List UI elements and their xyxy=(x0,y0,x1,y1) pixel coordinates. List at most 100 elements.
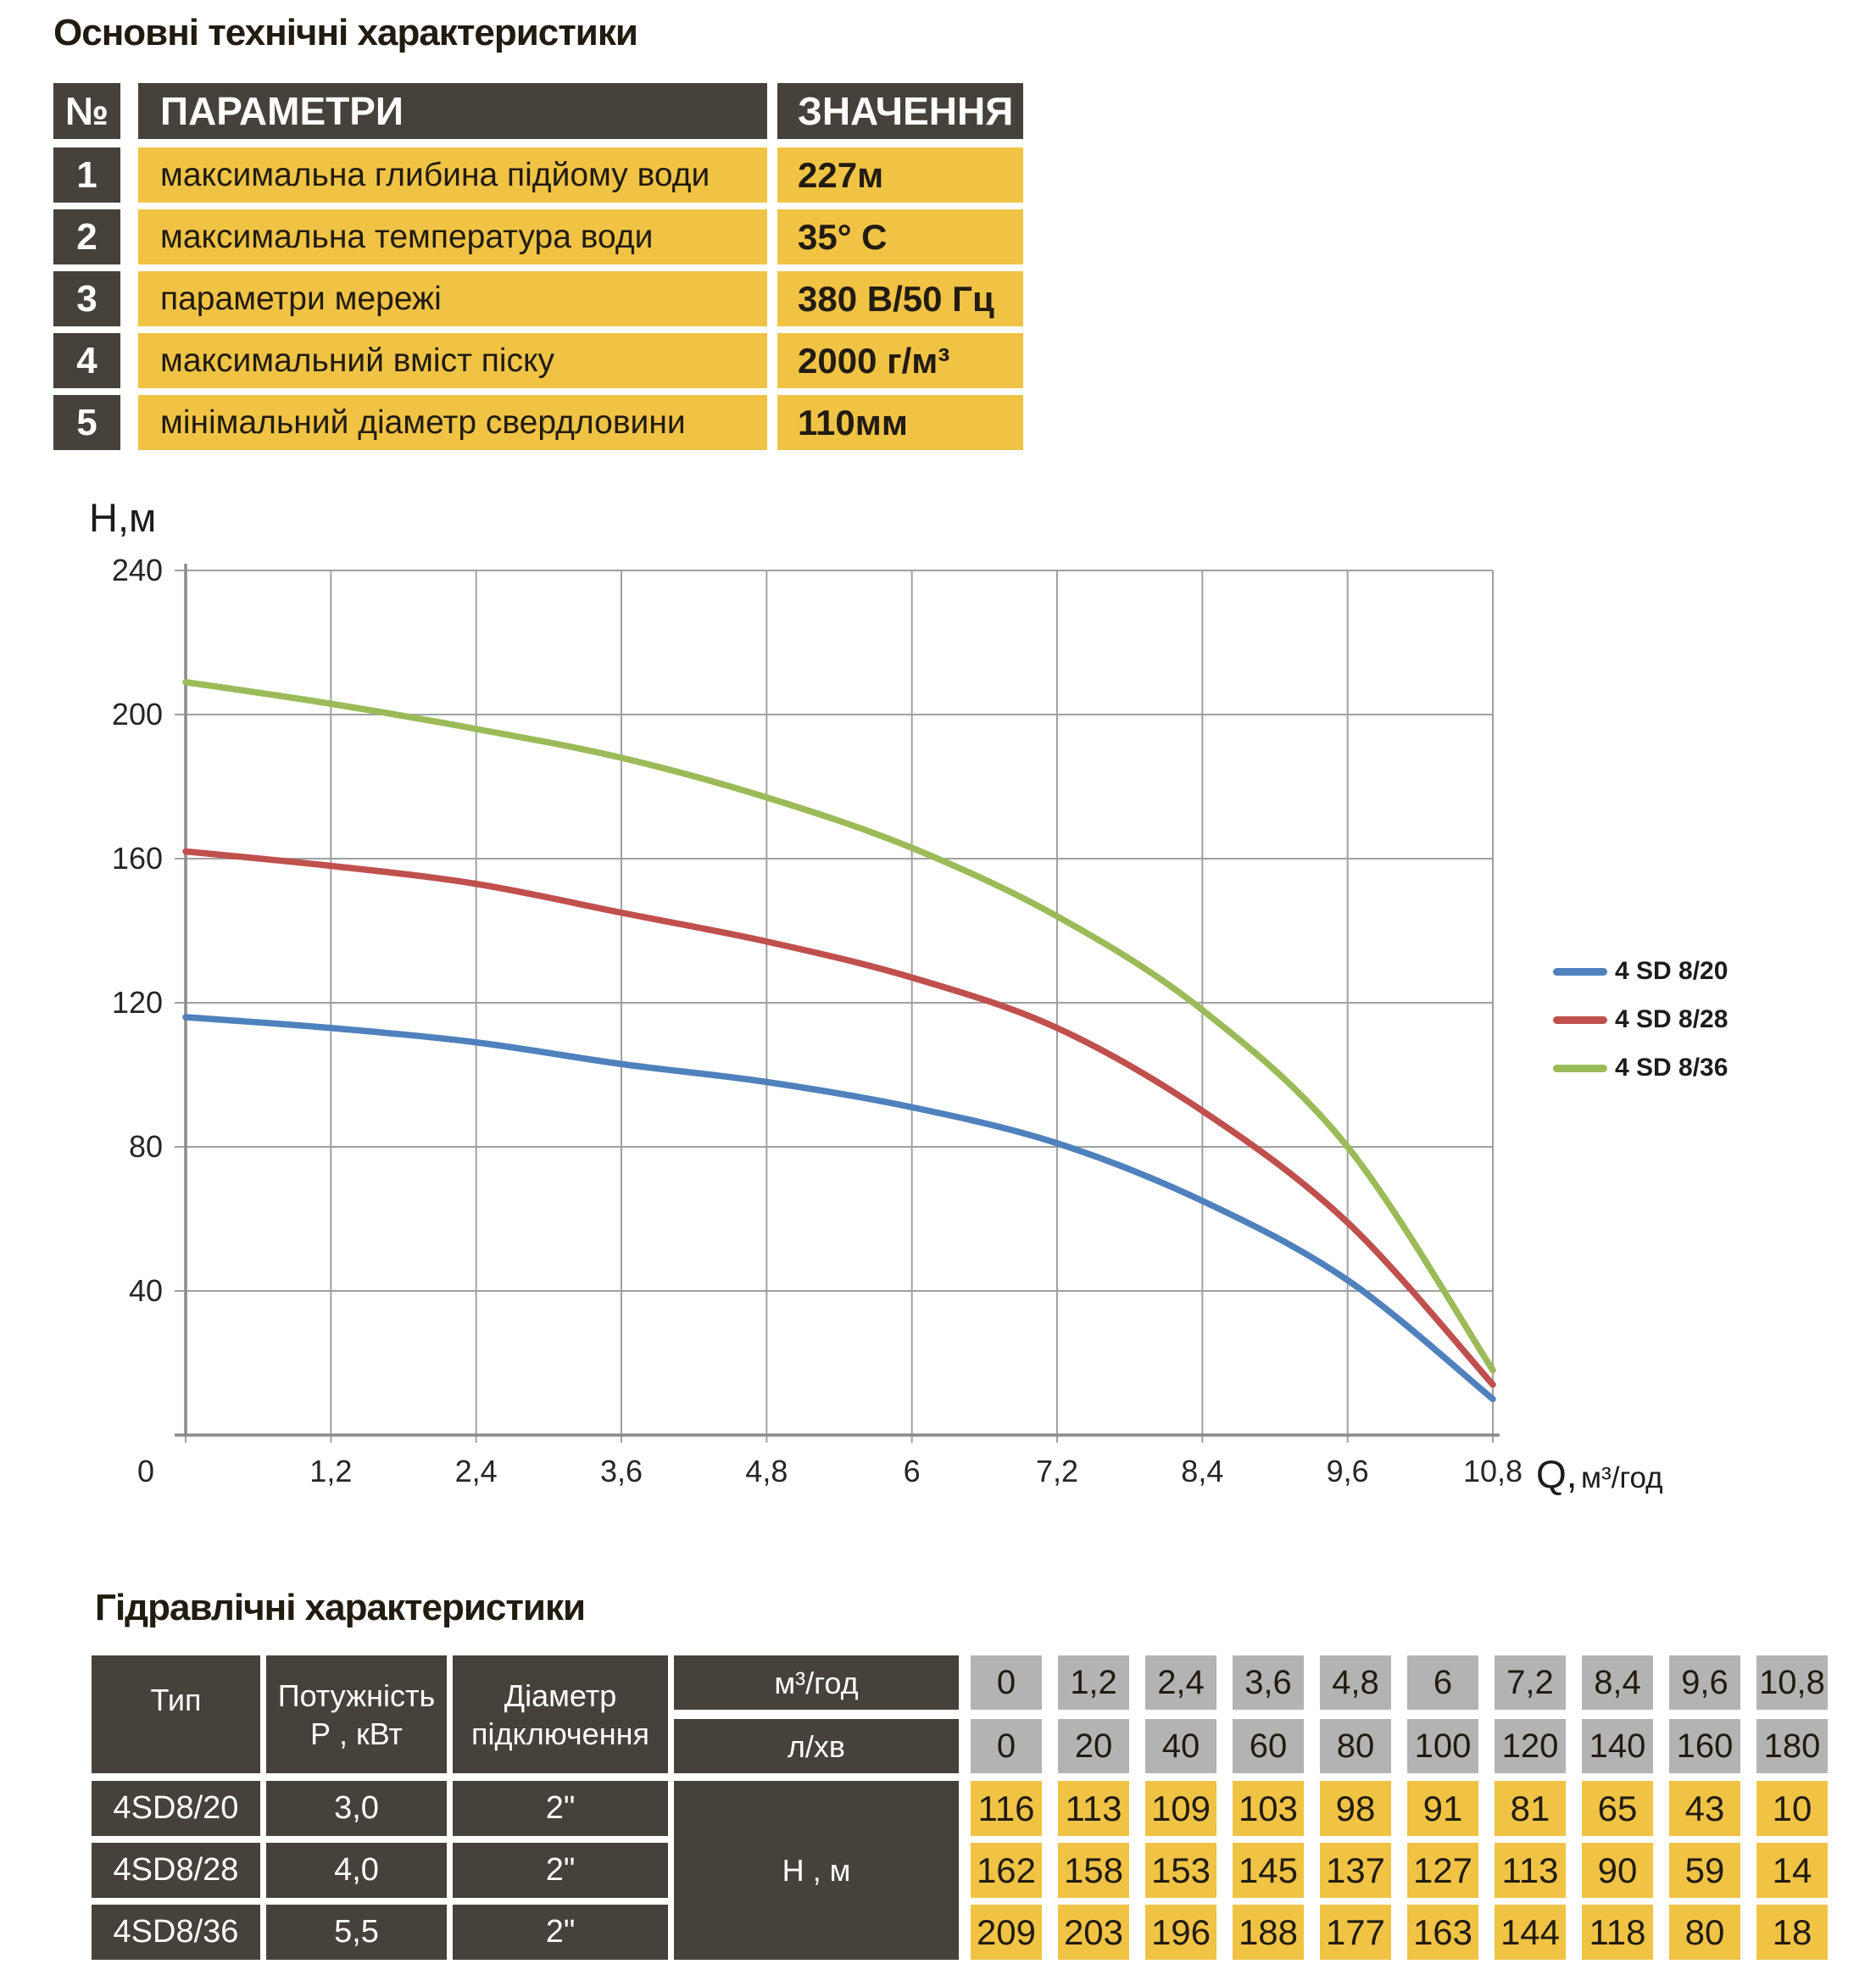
x-tick-label: 0 xyxy=(137,1454,154,1488)
head-value-row2: 163 xyxy=(1407,1905,1478,1960)
flow-m3h-value: 8,4 xyxy=(1582,1655,1653,1710)
head-value-row1: 127 xyxy=(1407,1843,1478,1898)
head-value-row1: 153 xyxy=(1145,1843,1216,1898)
hyd-header-diameter-line2: підключення xyxy=(471,1716,649,1751)
flow-lmin-value: 80 xyxy=(1320,1719,1391,1773)
y-tick-label: 120 xyxy=(112,985,163,1020)
spec-table: № ПАРАМЕТРИ ЗНАЧЕННЯ 1 максимальна глиби… xyxy=(53,83,1028,457)
legend-item-0: 4 SD 8/20 xyxy=(1553,956,1728,987)
x-tick-label: 1,2 xyxy=(309,1454,352,1488)
x-axis-title-q: Q, xyxy=(1536,1452,1578,1496)
legend-label: 4 SD 8/28 xyxy=(1615,1005,1728,1033)
legend-item-1: 4 SD 8/28 xyxy=(1553,1004,1728,1035)
head-value-row0: 103 xyxy=(1233,1781,1304,1836)
flow-lmin-value: 180 xyxy=(1756,1719,1828,1773)
spec-row-no: 1 xyxy=(53,147,120,203)
flow-m3h-value: 9,6 xyxy=(1669,1655,1740,1710)
head-value-row2: 203 xyxy=(1058,1905,1129,1960)
head-value-row2: 118 xyxy=(1582,1905,1653,1960)
spec-row: 5 мінімальний діаметр свердловини 110мм xyxy=(53,395,1028,450)
head-value-row2: 196 xyxy=(1145,1905,1216,1960)
hyd-header-diameter: Діаметр підключення xyxy=(453,1655,668,1773)
hyd-row-power: 4,0 xyxy=(266,1843,447,1898)
flow-m3h-value: 2,4 xyxy=(1145,1655,1216,1710)
hyd-header-diameter-line1: Діаметр xyxy=(504,1677,617,1713)
spec-row: 3 параметри мережі 380 В/50 Гц xyxy=(53,271,1028,326)
spec-header-param: ПАРАМЕТРИ xyxy=(138,83,767,139)
legend-swatch xyxy=(1553,1064,1607,1072)
flow-lmin-value: 20 xyxy=(1058,1719,1129,1773)
head-value-row0: 43 xyxy=(1669,1781,1740,1836)
x-tick-label: 4,8 xyxy=(745,1454,788,1488)
hyd-row-power: 3,0 xyxy=(266,1781,447,1836)
hyd-row-type: 4SD8/36 xyxy=(92,1905,260,1960)
head-value-row2: 177 xyxy=(1320,1905,1391,1960)
hyd-row-power: 5,5 xyxy=(266,1905,447,1960)
hyd-header-power: Потужність Р , кВт xyxy=(266,1655,447,1773)
spec-header-row: № ПАРАМЕТРИ ЗНАЧЕННЯ xyxy=(53,83,1028,139)
spec-row-param: мінімальний діаметр свердловини xyxy=(138,395,767,450)
flow-lmin-value: 60 xyxy=(1233,1719,1304,1773)
flow-m3h-value: 6 xyxy=(1407,1655,1478,1710)
chart-y-axis-title: Н,м xyxy=(89,495,157,540)
spec-row: 1 максимальна глибина підйому води 227м xyxy=(53,147,1028,203)
y-tick-label: 160 xyxy=(112,841,163,876)
hyd-header-flow-m3h: м³/год xyxy=(674,1655,959,1710)
spec-row-param: параметри мережі xyxy=(138,271,767,326)
hyd-header-power-line2: Р , кВт xyxy=(309,1716,404,1751)
legend-swatch xyxy=(1553,967,1607,976)
y-tick-label: 80 xyxy=(129,1129,163,1164)
head-value-row1: 145 xyxy=(1233,1843,1304,1898)
hyd-header-flow-lmin: л/хв xyxy=(674,1719,959,1773)
legend-label: 4 SD 8/36 xyxy=(1615,1054,1728,1082)
spec-row-no: 5 xyxy=(53,395,120,450)
legend-swatch xyxy=(1553,1015,1607,1024)
head-value-row1: 137 xyxy=(1320,1843,1391,1898)
chart-legend: 4 SD 8/20 4 SD 8/28 4 SD 8/36 xyxy=(1553,956,1728,1101)
x-tick-label: 9,6 xyxy=(1327,1454,1369,1488)
head-value-row2: 209 xyxy=(971,1905,1042,1960)
spec-row: 2 максимальна температура води 35° С xyxy=(53,209,1028,264)
flow-m3h-value: 7,2 xyxy=(1495,1655,1566,1710)
head-value-row1: 158 xyxy=(1058,1843,1129,1898)
head-value-row1: 90 xyxy=(1582,1843,1653,1898)
spec-row-value: 380 В/50 Гц xyxy=(777,271,1023,326)
head-value-row0: 81 xyxy=(1495,1781,1566,1836)
hyd-row-diameter: 2" xyxy=(453,1905,668,1960)
x-axis-title-units: м³/год xyxy=(1581,1461,1663,1494)
spec-row: 4 максимальний вміст піску 2000 г/м³ xyxy=(53,333,1028,388)
y-tick-label: 200 xyxy=(112,697,163,732)
flow-lmin-value: 160 xyxy=(1669,1719,1740,1773)
spec-row-value: 110мм xyxy=(777,395,1023,450)
hyd-header-head-m: Н , м xyxy=(674,1781,959,1960)
head-value-row0: 116 xyxy=(971,1781,1042,1836)
flow-m3h-value: 3,6 xyxy=(1233,1655,1304,1710)
head-value-row1: 59 xyxy=(1669,1843,1740,1898)
x-tick-label: 7,2 xyxy=(1036,1454,1078,1488)
head-value-row0: 113 xyxy=(1058,1781,1129,1836)
legend-item-2: 4 SD 8/36 xyxy=(1553,1053,1728,1083)
flow-lmin-value: 40 xyxy=(1145,1719,1216,1773)
hydraulics-section-title: Гідравлічні характеристики xyxy=(95,1587,586,1628)
spec-row-value: 35° С xyxy=(777,209,1023,264)
spec-row-no: 2 xyxy=(53,209,120,264)
x-tick-label: 8,4 xyxy=(1181,1454,1223,1488)
spec-row-value: 227м xyxy=(777,147,1023,203)
hyd-header-type: Тип xyxy=(92,1655,260,1773)
head-value-row2: 144 xyxy=(1495,1905,1566,1960)
flow-m3h-value: 10,8 xyxy=(1756,1655,1828,1710)
head-value-row1: 113 xyxy=(1495,1843,1566,1898)
hydraulics-table: Тип Потужність Р , кВт Діаметр підключен… xyxy=(92,1655,1846,1962)
y-tick-label: 240 xyxy=(112,553,163,587)
hyd-row-type: 4SD8/20 xyxy=(92,1781,260,1836)
flow-m3h-value: 0 xyxy=(971,1655,1042,1710)
head-value-row2: 80 xyxy=(1669,1905,1740,1960)
flow-m3h-value: 4,8 xyxy=(1320,1655,1391,1710)
hyd-header-power-line1: Потужність xyxy=(277,1677,436,1713)
x-tick-label: 2,4 xyxy=(455,1454,498,1488)
head-value-row1: 14 xyxy=(1756,1843,1828,1898)
head-value-row0: 91 xyxy=(1407,1781,1478,1836)
spec-row-value: 2000 г/м³ xyxy=(777,333,1023,388)
flow-lmin-value: 120 xyxy=(1495,1719,1566,1773)
spec-row-param: максимальна температура води xyxy=(138,209,767,264)
